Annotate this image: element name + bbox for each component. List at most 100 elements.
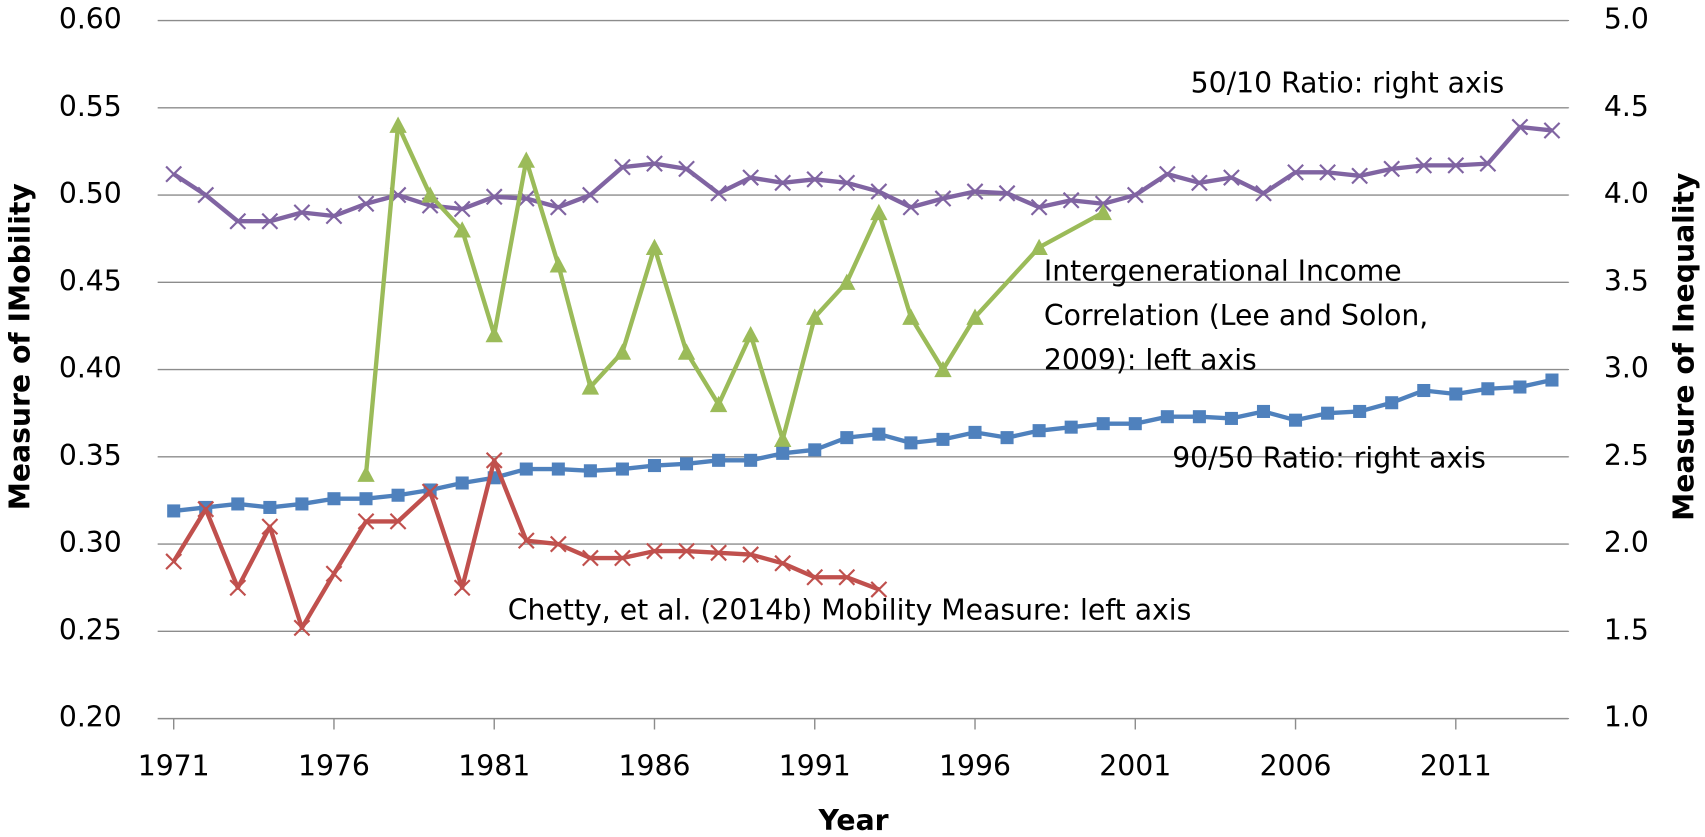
point [261,518,279,536]
point [646,542,663,560]
point [165,165,183,183]
point [742,169,760,186]
y-tick-label: 0.40 [59,352,122,385]
point [549,198,567,216]
y-tick-label: 0.50 [59,177,122,210]
x-tick-label: 2001 [1099,750,1171,783]
point [1543,122,1561,139]
point [231,497,245,511]
point [1000,431,1014,445]
point [581,378,600,395]
point [1224,411,1238,425]
point [1319,163,1336,181]
point [677,343,696,360]
point [902,308,920,325]
point [1030,238,1048,256]
point [551,462,565,476]
point [742,546,760,563]
point [229,579,247,597]
point [455,476,469,490]
point [614,158,631,176]
point [1094,195,1112,213]
point [1511,118,1529,136]
point [646,155,663,173]
point [357,195,375,213]
x-tick-label: 1996 [939,750,1011,783]
point [421,483,439,501]
point [1321,406,1335,420]
point [1192,410,1206,424]
point [1094,203,1112,221]
point [710,184,727,202]
y2-tick-label: 3.0 [1604,352,1649,385]
point [615,462,629,476]
point [1385,396,1399,410]
point [485,451,503,469]
point [645,238,664,256]
point [872,427,886,441]
point [838,568,856,586]
point [1160,410,1174,424]
point [517,532,535,549]
point [1481,382,1495,396]
series-label-box: 50/10 Ratio: right axis [1191,67,1505,100]
point [1223,169,1240,186]
point [936,432,950,446]
point [806,170,824,188]
point [904,436,918,450]
x-tick-label: 2011 [1420,750,1492,783]
x-tick-label: 1976 [298,750,370,783]
y2-axis-title: Measure of Inequality [1667,173,1700,521]
point [1383,160,1401,178]
point [934,190,952,207]
point [549,535,567,553]
y2-tick-label: 5.0 [1604,3,1649,36]
point [293,619,311,637]
point [582,186,599,204]
point [1158,165,1176,183]
point [357,513,375,530]
point [1062,191,1080,209]
point [1353,404,1367,418]
series-label-box: Intergenerational Income Correlation (Le… [1044,255,1428,377]
point [167,504,181,518]
point [744,453,758,467]
series-label: 90/50 Ratio: right axis [1172,442,1486,476]
point [840,431,854,445]
point [165,553,183,570]
x-tick-label: 2006 [1260,750,1332,783]
point [583,464,597,478]
point [774,554,792,572]
y-tick-label: 0.30 [59,526,122,559]
point [998,184,1016,202]
point [678,542,695,560]
point [902,198,920,216]
point [1513,380,1527,394]
point [1255,184,1272,202]
point [678,160,695,178]
point [838,273,856,290]
point [1191,174,1208,192]
point [325,565,343,583]
point [1064,420,1078,434]
point [776,446,790,460]
point [808,443,822,457]
point [389,116,407,133]
point [1032,424,1046,438]
point [709,395,728,413]
point [1289,413,1303,427]
point [1417,383,1431,398]
point [421,186,439,203]
point [582,549,599,567]
point [1128,417,1142,431]
point [389,513,407,530]
point [1479,155,1497,173]
point [806,568,824,586]
point [453,200,471,218]
point [391,488,405,502]
point [870,581,888,598]
x-tick-label: 1986 [619,750,691,783]
point [774,174,792,192]
point [485,188,503,206]
y-tick-label: 0.60 [59,3,122,36]
